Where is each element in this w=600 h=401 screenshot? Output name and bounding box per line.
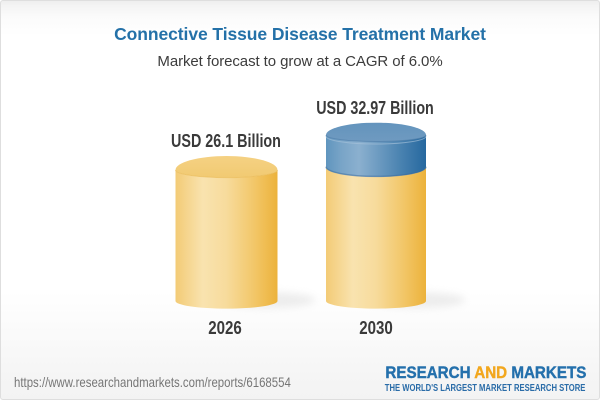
svg-text:RESEARCH AND MARKETS: RESEARCH AND MARKETS — [385, 364, 586, 382]
svg-text:THE WORLD'S LARGEST MARKET RES: THE WORLD'S LARGEST MARKET RESEARCH STOR… — [385, 383, 586, 394]
